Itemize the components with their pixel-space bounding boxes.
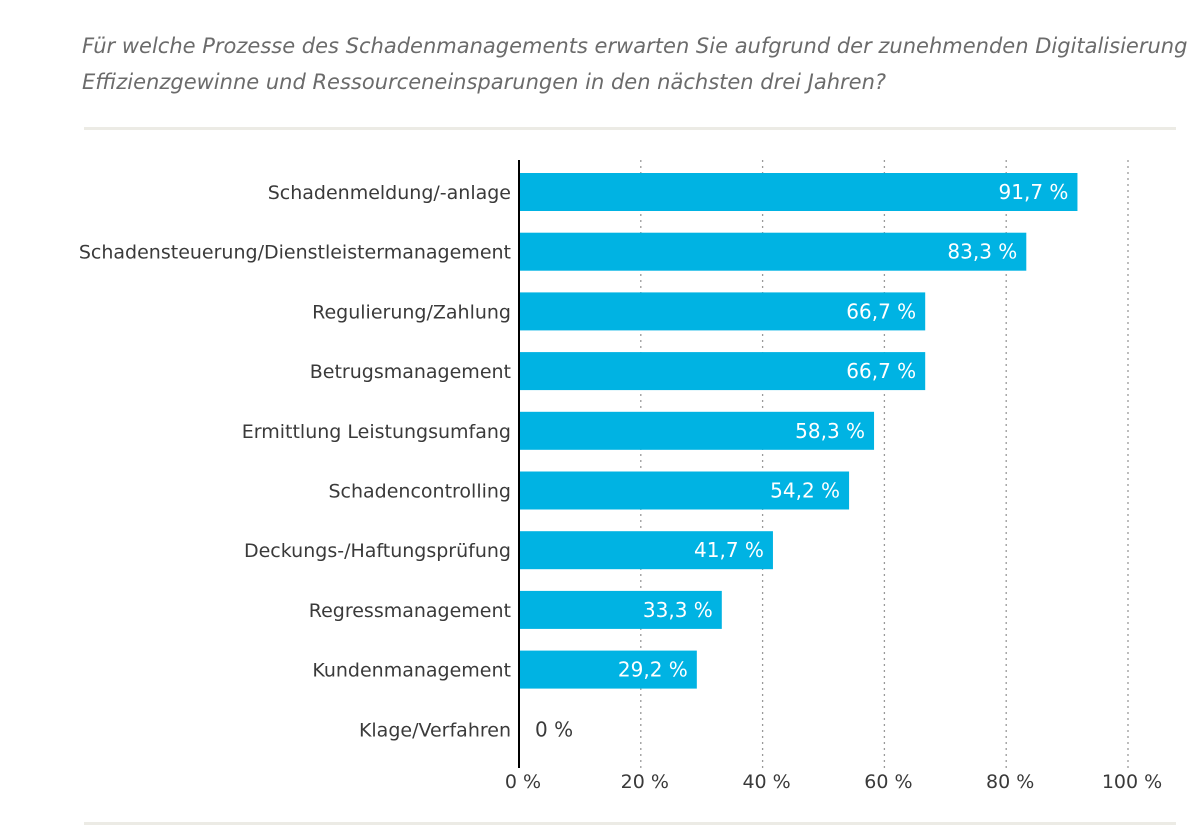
x-tick-label: 100 % (1102, 771, 1162, 793)
top-divider (84, 127, 1176, 130)
bar-6 (519, 531, 773, 570)
value-label: 66,7 % (846, 359, 916, 383)
value-label: 83,3 % (947, 240, 1017, 264)
category-label: Ermittlung Leistungsumfang (242, 421, 511, 443)
bar-0 (519, 173, 1078, 211)
bottom-divider (84, 822, 1176, 825)
bar-7 (519, 590, 722, 629)
category-label: Regressmanagement (309, 600, 511, 622)
chart-title-line-2: Effizienzgewinne und Ressourceneinsparun… (82, 70, 887, 94)
category-label: Betrugsmanagement (310, 361, 511, 383)
value-label: 29,2 % (618, 658, 688, 682)
category-label: Schadencontrolling (328, 481, 511, 503)
bar-2 (519, 292, 926, 331)
value-label: 66,7 % (846, 299, 916, 323)
chart-title: Für welche Prozesse des Schadenmanagemen… (82, 28, 1188, 100)
value-label: 0 % (535, 717, 573, 741)
x-tick-label: 0 % (505, 771, 541, 793)
category-label: Schadensteuerung/Dienstleistermanagement (79, 242, 511, 264)
category-label: Klage/Verfahren (359, 719, 511, 741)
value-label: 91,7 % (999, 180, 1069, 204)
bar-4 (519, 411, 875, 450)
x-tick-label: 80 % (986, 771, 1034, 793)
x-tick-label: 20 % (621, 771, 669, 793)
bar-8 (519, 650, 697, 689)
category-label: Regulierung/Zahlung (312, 301, 511, 323)
bar-1 (519, 232, 1027, 271)
category-label: Schadenmeldung/-anlage (268, 182, 511, 204)
category-label: Kundenmanagement (312, 660, 511, 682)
value-label: 58,3 % (795, 419, 865, 443)
bar-5 (519, 471, 850, 510)
x-tick-label: 60 % (864, 771, 912, 793)
category-label: Deckungs-/Haftungsprüfung (244, 540, 511, 562)
chart-title-line-1: Für welche Prozesse des Schadenmanagemen… (82, 34, 1188, 58)
x-tick-label: 40 % (742, 771, 790, 793)
value-label: 33,3 % (643, 598, 713, 622)
value-label: 41,7 % (694, 538, 764, 562)
bar-3 (519, 352, 926, 391)
value-label: 54,2 % (770, 479, 840, 503)
